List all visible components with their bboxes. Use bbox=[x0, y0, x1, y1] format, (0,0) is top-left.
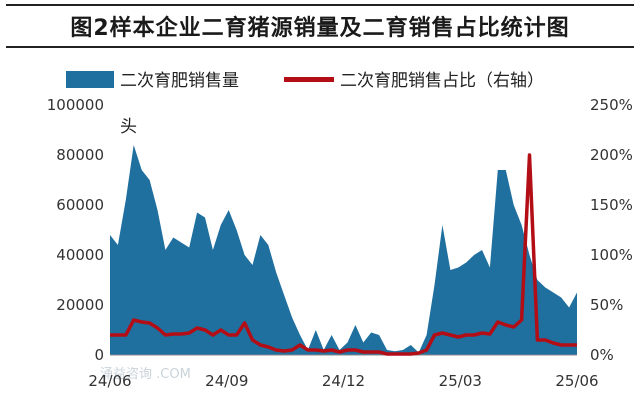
right-tick-label: 150% bbox=[590, 196, 633, 214]
x-tick-label: 24/09 bbox=[205, 372, 248, 390]
left-tick-label: 80000 bbox=[56, 146, 104, 164]
left-tick-label: 20000 bbox=[56, 296, 104, 314]
x-tick-label: 25/03 bbox=[439, 372, 482, 390]
x-axis-ticks: 24/06 24/09 24/12 25/03 25/06 bbox=[88, 372, 598, 390]
legend: 二次育肥销售量 二次育肥销售占比（右轴） bbox=[66, 71, 544, 91]
chart-title: 图2样本企业二育猪源销量及二育销售占比统计图 bbox=[70, 16, 570, 41]
left-tick-label: 0 bbox=[94, 346, 104, 364]
right-tick-label: 0% bbox=[590, 346, 614, 364]
right-tick-label: 100% bbox=[590, 246, 633, 264]
legend-swatch-area bbox=[66, 71, 114, 88]
left-tick-label: 60000 bbox=[56, 196, 104, 214]
right-tick-label: 50% bbox=[590, 296, 623, 314]
right-tick-label: 250% bbox=[590, 96, 633, 114]
series-area-sales-volume bbox=[110, 145, 577, 355]
x-tick-label: 25/06 bbox=[555, 372, 598, 390]
right-tick-label: 200% bbox=[590, 146, 633, 164]
right-axis-ticks: 0% 50% 100% 150% 200% 250% bbox=[590, 96, 633, 364]
left-axis-ticks: 0 20000 40000 60000 80000 100000 bbox=[47, 96, 104, 364]
left-tick-label: 100000 bbox=[47, 96, 104, 114]
series-line-sales-ratio bbox=[110, 153, 577, 356]
x-tick-label: 24/06 bbox=[88, 372, 131, 390]
legend-label-line: 二次育肥销售占比（右轴） bbox=[340, 71, 544, 91]
chart-title-bar: 图2样本企业二育猪源销量及二育销售占比统计图 bbox=[6, 4, 634, 48]
left-tick-label: 40000 bbox=[56, 246, 104, 264]
watermark: 涌益咨询 .COM bbox=[100, 367, 191, 382]
legend-swatch-line bbox=[284, 77, 334, 82]
x-tick-label: 24/12 bbox=[322, 372, 365, 390]
legend-label-area: 二次育肥销售量 bbox=[120, 71, 239, 91]
annotation-text: 头 bbox=[120, 117, 137, 137]
